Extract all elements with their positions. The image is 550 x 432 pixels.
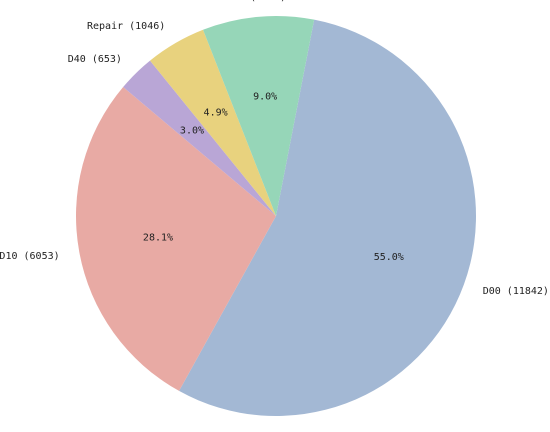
slice-label: D10 (6053) bbox=[0, 251, 60, 262]
pie-slice bbox=[123, 60, 276, 216]
value-label: 3.0% bbox=[180, 125, 204, 136]
slice-label: D40 (653) bbox=[68, 54, 122, 65]
slice-label: Repair (1046) bbox=[87, 21, 165, 32]
value-label: 28.1% bbox=[143, 233, 173, 244]
value-label: 4.9% bbox=[204, 107, 228, 118]
slice-label: D20 (1929) bbox=[226, 0, 286, 3]
value-label: 9.0% bbox=[253, 91, 277, 102]
pie-slice bbox=[150, 29, 276, 217]
pie-slice bbox=[179, 19, 477, 416]
pie-slice bbox=[203, 16, 315, 217]
slice-label: D00 (11842) bbox=[483, 286, 549, 297]
value-label: 55.0% bbox=[374, 252, 404, 263]
pie-slice bbox=[75, 87, 277, 391]
